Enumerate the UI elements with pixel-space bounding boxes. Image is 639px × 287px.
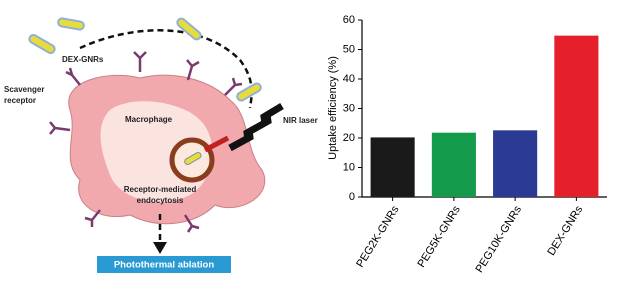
cell-label: Macrophage: [125, 115, 173, 124]
y-tick-label: 40: [343, 73, 355, 85]
y-tick-label: 20: [343, 132, 355, 144]
endocytosis-label: Receptor-mediated: [124, 185, 197, 194]
y-tick-label: 30: [343, 102, 355, 114]
bar: [370, 137, 415, 197]
y-tick-label: 0: [349, 191, 355, 203]
y-tick-label: 50: [343, 43, 355, 55]
y-tick-label: 60: [343, 14, 355, 26]
laser-beam: [203, 135, 230, 153]
receptors: [49, 51, 243, 233]
y-tick-label: 10: [343, 161, 355, 173]
endocytosis-label: endocytosis: [137, 196, 184, 205]
laser: [228, 102, 284, 152]
rods: [28, 17, 262, 102]
diagram: DEX-GNRs Scavenger receptor Macrophage N…: [4, 17, 318, 273]
outcome-box: [97, 256, 231, 273]
particle-label: DEX-GNRs: [62, 55, 104, 64]
x-tick-label: PEG5K-GNRs: [415, 203, 463, 269]
outcome-label: Photothermal ablation: [114, 260, 214, 271]
rod: [184, 152, 202, 165]
y-axis-label: Uptake efficiency (%): [327, 56, 339, 160]
receptor-label: receptor: [4, 96, 36, 105]
x-tick-label: DEX-GNRs: [545, 203, 585, 257]
laser-label: NIR laser: [283, 116, 318, 125]
bar: [554, 35, 599, 198]
x-tick-label: PEG10K-GNRs: [473, 203, 524, 275]
bar: [431, 132, 476, 197]
arrowhead: [153, 242, 167, 254]
x-tick-label: PEG2K-GNRs: [354, 203, 402, 269]
bar: [493, 130, 538, 197]
receptor-label: Scavenger: [4, 85, 44, 94]
